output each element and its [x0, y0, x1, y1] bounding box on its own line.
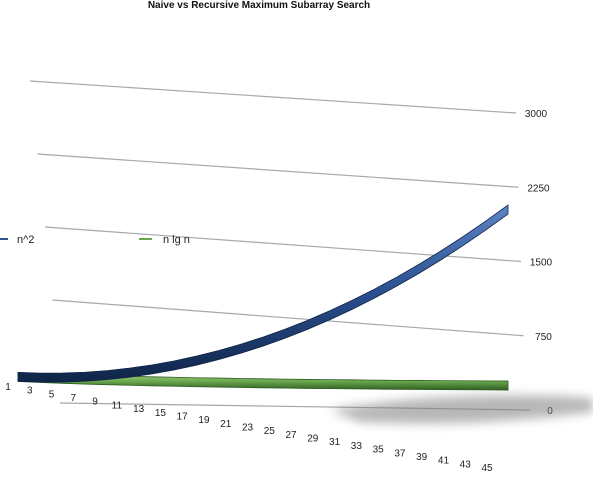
gridline-2250	[37, 153, 519, 188]
x-tick-label: 37	[394, 448, 406, 459]
y-axis-ticks: 0750150022503000	[525, 109, 553, 417]
x-tick-label: 41	[438, 456, 450, 467]
series-group	[17, 204, 509, 391]
x-tick-label: 21	[220, 419, 232, 430]
x-tick-label: 13	[133, 404, 145, 415]
gridline-3000	[29, 80, 517, 114]
x-tick-label: 17	[177, 411, 189, 422]
series-ribbon-1	[17, 372, 509, 391]
x-tick-label: 33	[351, 441, 363, 452]
legend-item-nlgn: n lg n	[139, 234, 190, 246]
y-tick-label: 750	[535, 332, 552, 343]
x-tick-label: 45	[481, 463, 493, 474]
y-tick-label: 2250	[527, 183, 550, 194]
x-tick-label: 29	[307, 434, 319, 445]
y-tick-label: 3000	[525, 109, 548, 120]
x-axis-ticks: 1 3 5 7 9 11 13 15 17 19 21 23 25 27 29 31 33 35 37 39 41 43 4…	[5, 382, 493, 474]
x-tick-label: 31	[329, 437, 341, 448]
legend: n^2 n lg n	[0, 234, 190, 246]
legend-item-n2: n^2	[0, 234, 34, 246]
chart-title: Naive vs Recursive Maximum Subarray Sear…	[148, 0, 370, 11]
floor-shadow	[330, 395, 593, 424]
x-tick-label: 25	[264, 426, 276, 437]
gridline-1500	[44, 226, 522, 263]
shadow	[330, 395, 593, 424]
x-tick-label: 5	[49, 389, 55, 400]
x-tick-label: 3	[27, 386, 33, 397]
x-tick-label: 19	[198, 415, 210, 426]
x-tick-label: 43	[460, 459, 472, 470]
legend-label-n2: n^2	[17, 234, 34, 246]
x-tick-label: 15	[155, 408, 167, 419]
x-tick-label: 9	[92, 397, 98, 408]
x-tick-label: 35	[373, 445, 385, 456]
x-tick-label: 27	[285, 430, 297, 441]
x-tick-label: 39	[416, 452, 428, 463]
legend-label-nlgn: n lg n	[163, 234, 190, 246]
x-tick-label: 7	[71, 393, 77, 404]
x-tick-label: 1	[5, 382, 11, 393]
gridline-750	[52, 299, 524, 337]
series-ribbon-0	[17, 204, 509, 383]
x-tick-label: 23	[242, 423, 254, 434]
x-tick-label: 11	[112, 400, 123, 411]
y-tick-label: 1500	[530, 258, 553, 269]
